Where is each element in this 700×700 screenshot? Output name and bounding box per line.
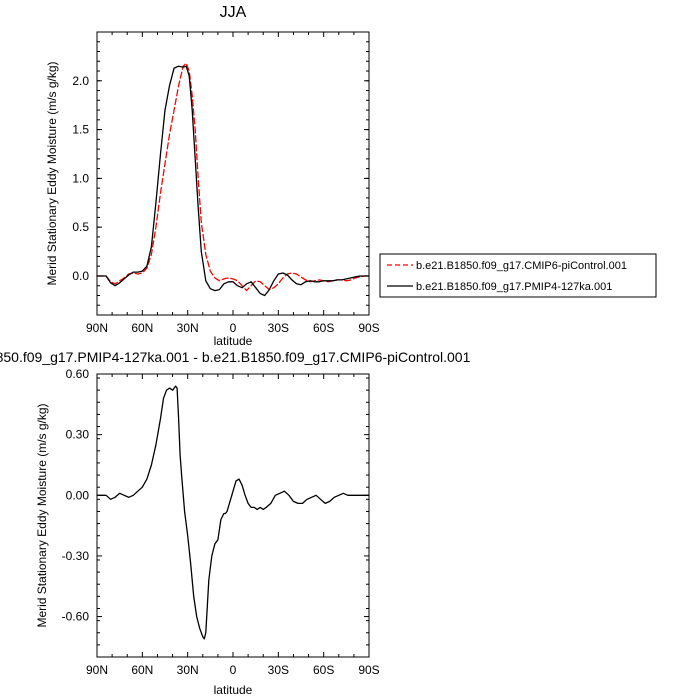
chart-top-x-label: latitude <box>214 334 253 348</box>
x-tick-label-bottom: 0 <box>230 663 237 677</box>
y-tick-label-top: 1.0 <box>72 171 89 185</box>
x-tick-label-top: 90S <box>358 321 379 335</box>
y-tick-label-top: 0.0 <box>72 269 89 283</box>
chart-bottom: 850.f09_g17.PMIP4-127ka.001 - b.e21.B185… <box>0 349 471 697</box>
legend-label-127ka: b.e21.B1850.f09_g17.PMIP4-127ka.001 <box>416 281 612 293</box>
x-tick-label-bottom: 30N <box>177 663 199 677</box>
x-tick-label-top: 30N <box>177 321 199 335</box>
y-tick-label-bottom: -0.30 <box>62 549 90 563</box>
y-tick-label-bottom: 0.60 <box>66 367 90 381</box>
chart-top-legend: b.e21.B1850.f09_g17.CMIP6-piControl.001 … <box>379 253 657 298</box>
x-tick-label-top: 60S <box>313 321 334 335</box>
chart-top-title: JJA <box>220 4 247 21</box>
chart-top-plot-area: 90N 60N 30N 0 30S 60S 90S 0.0 0.5 1.0 1.5 2.0 <box>72 32 380 335</box>
y-tick-label-top: 0.5 <box>72 220 89 234</box>
series-line-top-0 <box>96 62 370 292</box>
x-tick-label-top: 0 <box>230 321 237 335</box>
x-tick-label-bottom: 90S <box>358 663 379 677</box>
chart-bottom-title: 850.f09_g17.PMIP4-127ka.001 - b.e21.B185… <box>0 349 471 365</box>
x-tick-label-bottom: 30S <box>268 663 289 677</box>
x-tick-label-bottom: 60S <box>313 663 334 677</box>
y-tick-label-bottom: -0.60 <box>62 610 90 624</box>
y-tick-label-top: 1.5 <box>72 123 89 137</box>
chart-top-y-label: Merid Stationary Eddy Moisture (m/s g/kg… <box>45 61 59 285</box>
series-line-top-1 <box>96 65 370 297</box>
chart-bottom-x-label: latitude <box>214 683 253 697</box>
x-tick-label-top: 30S <box>268 321 289 335</box>
chart-top: JJA 90N 60N 30N 0 30S 60S 90S 0.0 0.5 1.0 1.5 2.0 l… <box>45 4 657 348</box>
chart-bottom-plot-area: 90N 60N 30N 0 30S 60S 90S 0.60 0.30 0.00 -0.30 -0.6… <box>62 367 380 677</box>
legend-box <box>379 253 657 298</box>
x-tick-label-top: 60N <box>131 321 153 335</box>
x-tick-label-bottom: 90N <box>86 663 108 677</box>
y-tick-label-top: 2.0 <box>72 74 89 88</box>
legend-label-picontrol: b.e21.B1850.f09_g17.CMIP6-piControl.001 <box>416 260 627 272</box>
y-tick-label-bottom: 0.30 <box>66 428 90 442</box>
x-tick-label-bottom: 60N <box>131 663 153 677</box>
series-line-bottom-0 <box>96 385 370 640</box>
y-tick-label-bottom: 0.00 <box>66 488 90 502</box>
chart-top-frame <box>96 31 370 316</box>
chart-bottom-frame <box>96 373 370 658</box>
x-tick-label-top: 90N <box>86 321 108 335</box>
chart-bottom-y-label: Merid Stationary Eddy Moisture (m/s g/kg… <box>35 403 49 627</box>
